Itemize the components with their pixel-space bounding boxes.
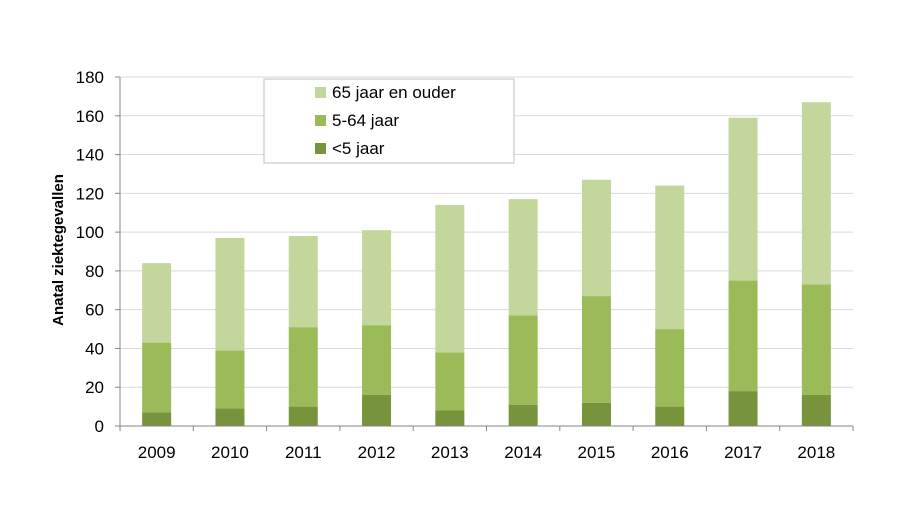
bar-segment-2010-series-1 bbox=[215, 350, 245, 409]
bar-segment-2010-series-0 bbox=[215, 408, 245, 426]
bar-segment-2013-series-0 bbox=[435, 410, 465, 426]
bar-segment-2016-series-1 bbox=[655, 329, 685, 407]
legend-swatch bbox=[315, 143, 326, 154]
x-tick-label: 2016 bbox=[651, 443, 689, 462]
bar-segment-2014-series-1 bbox=[508, 315, 538, 405]
bar-segment-2011-series-0 bbox=[288, 406, 318, 426]
x-tick-label: 2015 bbox=[578, 443, 616, 462]
legend-swatch bbox=[315, 87, 326, 98]
y-tick-label: 60 bbox=[85, 301, 104, 320]
bar-segment-2016-series-0 bbox=[655, 406, 685, 426]
bar-segment-2010-series-2 bbox=[215, 237, 245, 351]
legend-label: 5-64 jaar bbox=[332, 111, 399, 130]
y-tick-label: 80 bbox=[85, 262, 104, 281]
bar-segment-2013-series-2 bbox=[435, 204, 465, 353]
bar-segment-2018-series-1 bbox=[801, 284, 831, 395]
y-tick-label: 160 bbox=[76, 107, 104, 126]
bars bbox=[142, 102, 831, 426]
x-tick-label: 2017 bbox=[724, 443, 762, 462]
bar-segment-2009-series-1 bbox=[142, 342, 172, 413]
x-tick-label: 2010 bbox=[211, 443, 249, 462]
x-tick-label: 2018 bbox=[797, 443, 835, 462]
bar-segment-2017-series-2 bbox=[728, 117, 758, 281]
bar-segment-2013-series-1 bbox=[435, 352, 465, 411]
y-tick-label: 0 bbox=[95, 417, 104, 436]
bar-segment-2014-series-2 bbox=[508, 199, 538, 316]
x-tick-label: 2009 bbox=[138, 443, 176, 462]
y-axis-title: Anatal ziektegevallen bbox=[50, 174, 67, 326]
x-tick-label: 2011 bbox=[285, 443, 322, 462]
bar-segment-2012-series-2 bbox=[362, 230, 392, 326]
bar-segment-2012-series-1 bbox=[362, 325, 392, 395]
bar-segment-2018-series-0 bbox=[801, 394, 831, 426]
x-tick-label: 2012 bbox=[358, 443, 396, 462]
legend-label: <5 jaar bbox=[332, 139, 385, 158]
bar-segment-2015-series-0 bbox=[581, 402, 611, 426]
bar-segment-2018-series-2 bbox=[801, 102, 831, 285]
y-tick-label: 40 bbox=[85, 339, 104, 358]
y-tick-label: 100 bbox=[76, 223, 104, 242]
bar-segment-2011-series-2 bbox=[288, 235, 318, 328]
bar-segment-2009-series-0 bbox=[142, 412, 172, 426]
x-tick-label: 2013 bbox=[431, 443, 469, 462]
y-tick-label: 20 bbox=[85, 378, 104, 397]
bar-segment-2017-series-0 bbox=[728, 391, 758, 426]
bar-segment-2017-series-1 bbox=[728, 280, 758, 392]
bar-segment-2015-series-1 bbox=[581, 296, 611, 403]
legend-box bbox=[263, 78, 515, 164]
legend-label: 65 jaar en ouder bbox=[332, 83, 456, 102]
bar-segment-2009-series-2 bbox=[142, 263, 172, 343]
legend: 65 jaar en ouder 5-64 jaar <5 jaar bbox=[263, 78, 515, 164]
x-tick-label: 2014 bbox=[504, 443, 542, 462]
y-tick-label: 120 bbox=[76, 184, 104, 203]
y-tick-label: 140 bbox=[76, 146, 104, 165]
bar-segment-2016-series-2 bbox=[655, 185, 685, 330]
y-tick-label: 180 bbox=[76, 68, 104, 87]
bar-segment-2011-series-1 bbox=[288, 327, 318, 407]
legend-swatch bbox=[315, 115, 326, 126]
bar-segment-2012-series-0 bbox=[362, 394, 392, 426]
tick-labels: 0 20 40 60 80 100 120 140 160 180 2009 2010 2011 2012… bbox=[76, 68, 836, 462]
bar-segment-2014-series-0 bbox=[508, 404, 538, 426]
axes bbox=[115, 76, 854, 431]
bar-segment-2015-series-2 bbox=[581, 179, 611, 297]
